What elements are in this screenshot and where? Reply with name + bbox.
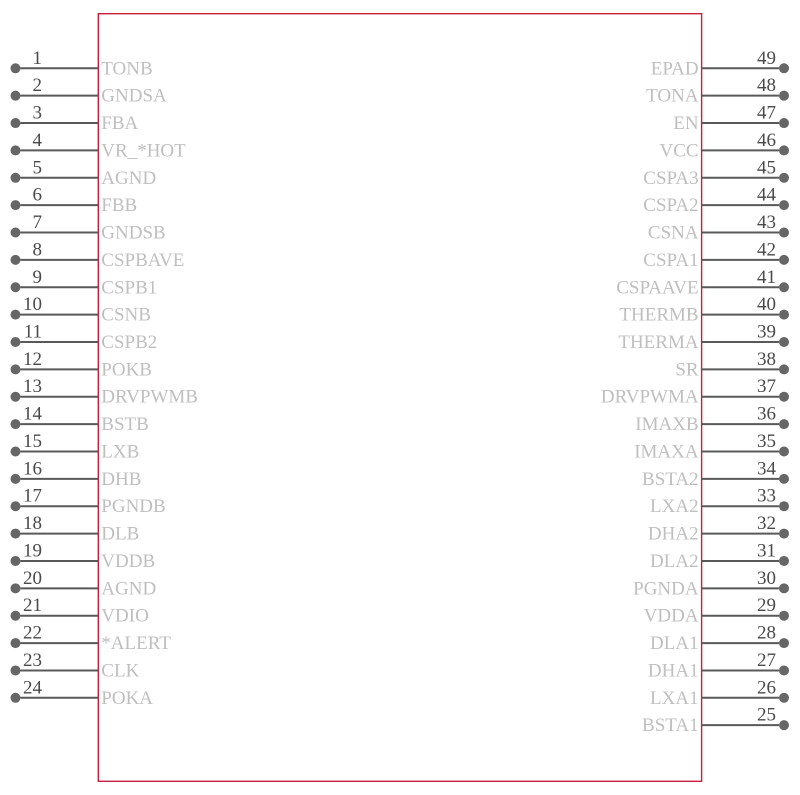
svg-text:IMAXB: IMAXB: [635, 414, 698, 435]
svg-text:6: 6: [33, 185, 43, 206]
svg-text:CSPBAVE: CSPBAVE: [101, 250, 184, 271]
svg-text:14: 14: [23, 404, 43, 425]
svg-text:BSTA1: BSTA1: [642, 715, 699, 736]
svg-text:17: 17: [23, 486, 42, 507]
svg-text:20: 20: [23, 568, 42, 589]
svg-text:18: 18: [23, 513, 42, 534]
svg-text:5: 5: [33, 157, 43, 178]
svg-text:36: 36: [757, 404, 776, 425]
svg-text:47: 47: [757, 103, 776, 124]
svg-text:TONA: TONA: [646, 86, 699, 107]
svg-text:FBA: FBA: [101, 113, 138, 134]
svg-text:POKB: POKB: [101, 359, 152, 380]
svg-text:32: 32: [757, 513, 776, 534]
svg-text:PGNDA: PGNDA: [633, 578, 699, 599]
svg-text:34: 34: [757, 458, 777, 479]
svg-text:TONB: TONB: [101, 58, 152, 79]
svg-text:19: 19: [23, 540, 42, 561]
svg-text:AGND: AGND: [101, 578, 156, 599]
svg-text:39: 39: [757, 322, 776, 343]
svg-text:7: 7: [33, 212, 43, 233]
svg-text:LXB: LXB: [101, 441, 139, 462]
svg-text:FBB: FBB: [101, 195, 137, 216]
svg-text:46: 46: [757, 130, 776, 151]
svg-text:DLA2: DLA2: [650, 551, 699, 572]
svg-text:EPAD: EPAD: [651, 58, 699, 79]
svg-text:29: 29: [757, 595, 776, 616]
svg-text:CSPA2: CSPA2: [643, 195, 698, 216]
svg-text:28: 28: [757, 623, 776, 644]
svg-text:CSPB2: CSPB2: [101, 332, 157, 353]
svg-text:13: 13: [23, 376, 42, 397]
svg-text:CSPA3: CSPA3: [643, 168, 698, 189]
svg-text:DHA1: DHA1: [648, 660, 699, 681]
svg-text:GNDSB: GNDSB: [101, 223, 165, 244]
svg-text:PGNDB: PGNDB: [101, 496, 165, 517]
svg-text:9: 9: [33, 267, 43, 288]
svg-text:DHB: DHB: [101, 469, 141, 490]
svg-text:4: 4: [33, 130, 43, 151]
svg-text:VDDA: VDDA: [644, 606, 699, 627]
svg-text:VR_*HOT: VR_*HOT: [101, 140, 186, 161]
svg-text:48: 48: [757, 75, 776, 96]
svg-text:26: 26: [757, 677, 776, 698]
svg-text:35: 35: [757, 431, 776, 452]
svg-text:2: 2: [33, 75, 43, 96]
svg-text:*ALERT: *ALERT: [101, 633, 171, 654]
svg-text:LXA1: LXA1: [650, 688, 699, 709]
svg-text:LXA2: LXA2: [650, 496, 699, 517]
svg-text:DLA1: DLA1: [650, 633, 699, 654]
svg-text:DRVPWMB: DRVPWMB: [101, 387, 198, 408]
svg-text:24: 24: [23, 677, 43, 698]
svg-text:DHA2: DHA2: [648, 524, 699, 545]
svg-text:30: 30: [757, 568, 776, 589]
svg-text:VCC: VCC: [660, 140, 699, 161]
svg-text:EN: EN: [673, 113, 699, 134]
svg-text:THERMB: THERMB: [619, 305, 698, 326]
svg-text:THERMA: THERMA: [618, 332, 699, 353]
svg-text:VDIO: VDIO: [101, 606, 149, 627]
svg-text:DLB: DLB: [101, 524, 139, 545]
svg-text:CSNB: CSNB: [101, 305, 151, 326]
svg-text:22: 22: [23, 623, 42, 644]
svg-text:31: 31: [757, 540, 776, 561]
svg-text:38: 38: [757, 349, 776, 370]
svg-text:BSTB: BSTB: [101, 414, 149, 435]
svg-text:21: 21: [23, 595, 42, 616]
svg-text:33: 33: [757, 486, 776, 507]
svg-text:CLK: CLK: [101, 660, 139, 681]
svg-text:43: 43: [757, 212, 776, 233]
svg-text:1: 1: [33, 48, 43, 69]
svg-text:GNDSA: GNDSA: [101, 86, 167, 107]
svg-text:CSPB1: CSPB1: [101, 277, 157, 298]
svg-text:45: 45: [757, 157, 776, 178]
svg-text:CSPAAVE: CSPAAVE: [616, 277, 698, 298]
svg-text:3: 3: [33, 103, 43, 124]
svg-text:16: 16: [23, 458, 42, 479]
svg-text:49: 49: [757, 48, 776, 69]
svg-text:37: 37: [757, 376, 776, 397]
svg-text:CSNA: CSNA: [648, 223, 699, 244]
svg-text:23: 23: [23, 650, 42, 671]
svg-text:DRVPWMA: DRVPWMA: [601, 387, 699, 408]
svg-text:VDDB: VDDB: [101, 551, 155, 572]
svg-text:15: 15: [23, 431, 42, 452]
svg-text:IMAXA: IMAXA: [634, 441, 699, 462]
svg-text:11: 11: [24, 322, 42, 343]
svg-text:42: 42: [757, 239, 776, 260]
svg-text:41: 41: [757, 267, 776, 288]
svg-text:10: 10: [23, 294, 42, 315]
svg-text:BSTA2: BSTA2: [642, 469, 699, 490]
svg-text:27: 27: [757, 650, 776, 671]
svg-text:POKA: POKA: [101, 688, 153, 709]
svg-text:8: 8: [33, 239, 43, 260]
svg-text:40: 40: [757, 294, 776, 315]
svg-text:CSPA1: CSPA1: [643, 250, 698, 271]
svg-text:12: 12: [23, 349, 42, 370]
svg-text:25: 25: [757, 705, 776, 726]
svg-text:SR: SR: [675, 359, 699, 380]
svg-text:AGND: AGND: [101, 168, 156, 189]
svg-text:44: 44: [757, 185, 777, 206]
